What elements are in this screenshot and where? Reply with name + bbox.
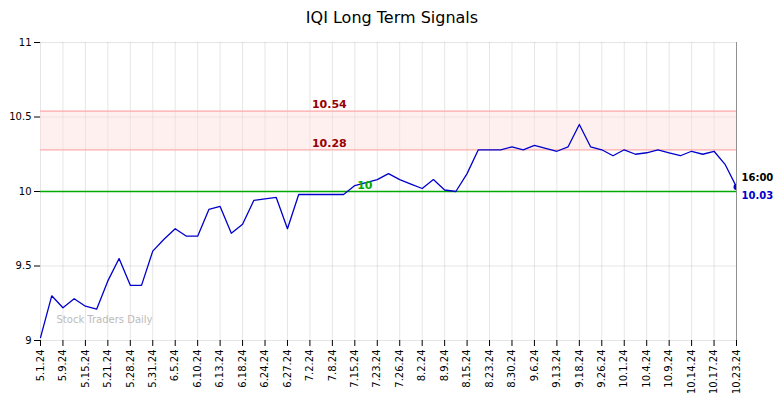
svg-text:10.23.24: 10.23.24 (731, 350, 742, 395)
svg-text:9.6.24: 9.6.24 (529, 350, 540, 382)
svg-text:9: 9 (25, 335, 31, 346)
svg-text:5.9.24: 5.9.24 (57, 350, 68, 382)
svg-text:6.18.24: 6.18.24 (237, 350, 248, 388)
svg-text:10.54: 10.54 (312, 98, 347, 111)
svg-text:10.5: 10.5 (9, 111, 31, 122)
svg-text:10.1.24: 10.1.24 (618, 350, 629, 388)
svg-text:5.15.24: 5.15.24 (80, 350, 91, 388)
svg-text:10: 10 (19, 186, 32, 197)
svg-text:7.26.24: 7.26.24 (394, 350, 405, 388)
svg-text:8.23.24: 8.23.24 (484, 350, 495, 388)
svg-text:10.14.24: 10.14.24 (686, 350, 697, 395)
svg-text:5.31.24: 5.31.24 (147, 350, 158, 388)
svg-text:10.17.24: 10.17.24 (708, 350, 719, 395)
svg-text:10.03: 10.03 (742, 190, 774, 201)
svg-text:8.30.24: 8.30.24 (506, 350, 517, 388)
svg-text:6.24.24: 6.24.24 (259, 350, 270, 388)
svg-text:5.28.24: 5.28.24 (125, 350, 136, 388)
svg-text:8.15.24: 8.15.24 (461, 350, 472, 388)
svg-text:6.5.24: 6.5.24 (169, 350, 180, 382)
svg-text:7.15.24: 7.15.24 (349, 350, 360, 388)
svg-text:9.26.24: 9.26.24 (596, 350, 607, 388)
svg-text:6.13.24: 6.13.24 (214, 350, 225, 388)
svg-text:7.23.24: 7.23.24 (371, 350, 382, 388)
svg-text:10: 10 (357, 179, 373, 192)
svg-text:9.13.24: 9.13.24 (551, 350, 562, 388)
svg-text:6.10.24: 6.10.24 (192, 350, 203, 388)
svg-text:7.2.24: 7.2.24 (304, 350, 315, 382)
html-text:IQI Long Term Signals: IQI Long Term Signals (305, 8, 479, 27)
svg-text:9.18.24: 9.18.24 (574, 350, 585, 388)
svg-text:5.1.24: 5.1.24 (35, 350, 46, 382)
svg-text:10.9.24: 10.9.24 (663, 350, 674, 388)
svg-text:7.8.24: 7.8.24 (327, 350, 338, 382)
svg-text:9.5: 9.5 (16, 260, 32, 271)
svg-text:10.4.24: 10.4.24 (641, 350, 652, 388)
svg-text:Stock Traders Daily: Stock Traders Daily (57, 314, 153, 325)
svg-text:8.9.24: 8.9.24 (439, 350, 450, 382)
svg-text:10.28: 10.28 (312, 137, 347, 150)
svg-text:5.21.24: 5.21.24 (102, 350, 113, 388)
svg-text:11: 11 (19, 37, 32, 48)
svg-text:16:00: 16:00 (742, 172, 774, 183)
svg-text:6.27.24: 6.27.24 (282, 350, 293, 388)
svg-text:8.2.24: 8.2.24 (416, 350, 427, 382)
